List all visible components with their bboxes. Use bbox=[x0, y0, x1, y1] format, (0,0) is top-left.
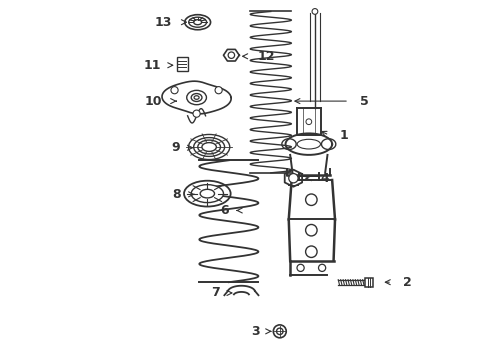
Ellipse shape bbox=[191, 185, 223, 203]
Circle shape bbox=[171, 87, 178, 94]
Bar bbox=[365, 278, 373, 287]
Ellipse shape bbox=[194, 96, 199, 99]
Text: 6: 6 bbox=[220, 204, 229, 217]
Circle shape bbox=[306, 225, 317, 236]
Text: 7: 7 bbox=[211, 287, 220, 300]
Text: 3: 3 bbox=[251, 325, 259, 338]
Text: 11: 11 bbox=[143, 59, 161, 72]
Ellipse shape bbox=[189, 17, 207, 27]
Circle shape bbox=[306, 246, 317, 257]
Circle shape bbox=[193, 110, 200, 117]
Circle shape bbox=[273, 325, 286, 338]
Ellipse shape bbox=[185, 15, 211, 30]
Ellipse shape bbox=[184, 181, 231, 207]
Circle shape bbox=[289, 174, 298, 183]
Text: 2: 2 bbox=[403, 276, 412, 289]
Text: 13: 13 bbox=[154, 16, 171, 29]
Text: 8: 8 bbox=[172, 188, 180, 201]
Ellipse shape bbox=[187, 90, 206, 105]
Ellipse shape bbox=[200, 189, 215, 198]
Bar bbox=[177, 57, 188, 71]
Ellipse shape bbox=[191, 94, 202, 102]
Text: 10: 10 bbox=[145, 95, 163, 108]
Text: 5: 5 bbox=[360, 95, 368, 108]
Circle shape bbox=[306, 194, 317, 206]
Circle shape bbox=[297, 264, 304, 271]
Text: 9: 9 bbox=[172, 141, 180, 154]
Ellipse shape bbox=[194, 20, 201, 25]
Text: 12: 12 bbox=[258, 50, 275, 63]
Text: 4: 4 bbox=[320, 172, 329, 185]
Circle shape bbox=[312, 9, 318, 14]
Circle shape bbox=[215, 87, 222, 94]
Circle shape bbox=[228, 52, 235, 58]
Circle shape bbox=[318, 264, 326, 271]
Text: 1: 1 bbox=[340, 129, 349, 142]
